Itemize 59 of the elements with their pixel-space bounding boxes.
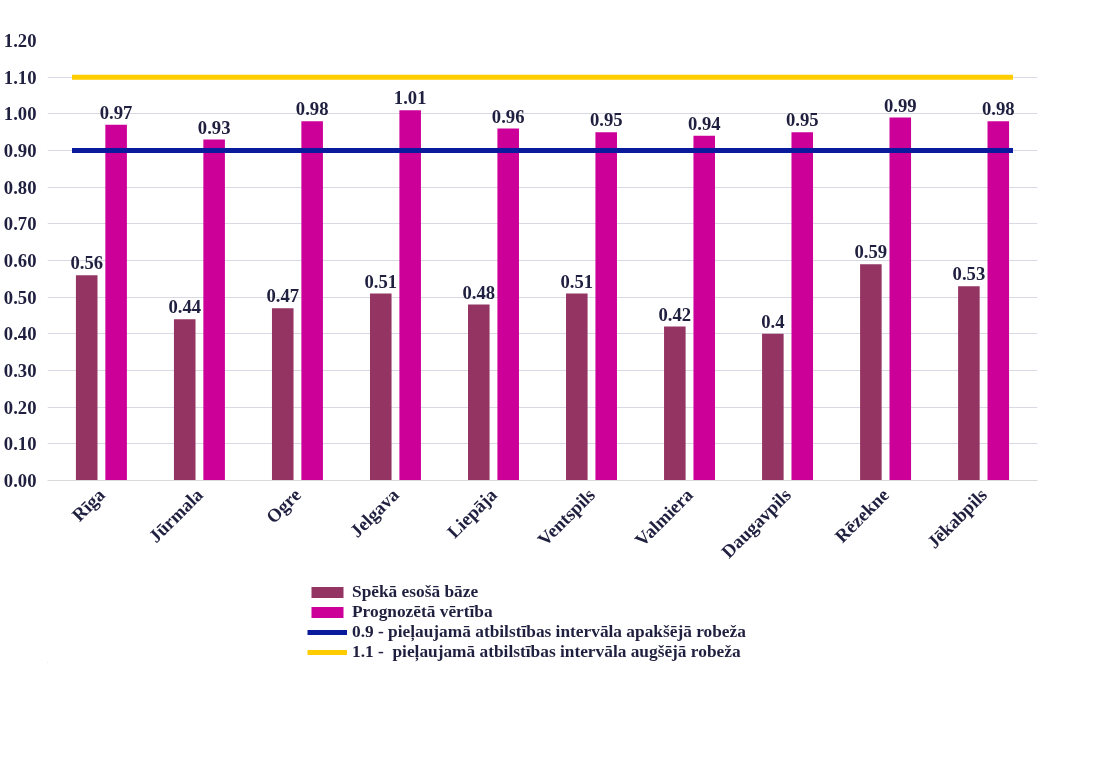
bar xyxy=(105,124,127,481)
bar xyxy=(791,132,814,481)
y-tick-label: 1.20 xyxy=(3,30,37,51)
data-label: 0.99 xyxy=(883,94,917,116)
y-tick-label: 0.50 xyxy=(3,286,37,308)
data-label: 1.01 xyxy=(393,87,427,109)
bar xyxy=(468,304,490,481)
y-tick-label: 0.30 xyxy=(3,360,37,381)
bar xyxy=(271,308,294,481)
bar xyxy=(566,293,588,481)
bar xyxy=(664,326,686,481)
data-label: 0.4 xyxy=(761,310,785,332)
data-label: 0.51 xyxy=(364,270,398,292)
data-label: 0.96 xyxy=(491,105,525,127)
data-label: 0.51 xyxy=(560,270,594,292)
data-label: 0.48 xyxy=(462,281,496,303)
bar xyxy=(889,117,912,481)
data-label: 0.97 xyxy=(99,101,133,123)
y-tick-label: 0.80 xyxy=(3,176,37,198)
data-label: 0.95 xyxy=(589,109,623,131)
data-label: 0.98 xyxy=(981,98,1015,120)
data-label: 0.42 xyxy=(658,303,692,325)
bar xyxy=(399,110,421,481)
y-tick-label: 0.20 xyxy=(3,396,37,418)
bar xyxy=(762,333,784,481)
y-tick-label: 1.00 xyxy=(3,103,37,125)
bar xyxy=(958,286,980,481)
legend-label: 0.9 - pieļaujamā atbilstības intervāla apakšējā robeža xyxy=(352,622,746,642)
data-label: 0.94 xyxy=(687,112,721,134)
bar xyxy=(595,132,617,481)
y-tick-label: 1.10 xyxy=(3,66,37,88)
y-tick-label: 0.70 xyxy=(3,213,37,235)
data-label: 0.59 xyxy=(854,241,888,263)
data-label: 0.53 xyxy=(952,263,986,285)
y-tick-label: 0.10 xyxy=(3,433,37,455)
legend-label: Prognozētā vērtība xyxy=(352,602,493,622)
bar xyxy=(301,121,323,481)
data-label: 0.56 xyxy=(70,252,104,274)
data-label: 0.95 xyxy=(785,109,819,131)
bar xyxy=(497,128,519,481)
bar xyxy=(369,293,392,481)
y-tick-label: 0.60 xyxy=(3,250,37,271)
bar xyxy=(173,319,196,481)
y-tick-label: 0.00 xyxy=(3,470,37,491)
y-tick-label: 0.40 xyxy=(3,323,37,345)
data-label: 0.93 xyxy=(197,116,231,138)
data-label: 0.44 xyxy=(168,296,202,318)
bar xyxy=(693,135,716,481)
x-tick-label: Ogre xyxy=(261,484,305,528)
data-label: 0.98 xyxy=(295,98,329,120)
bar xyxy=(860,264,882,481)
bar xyxy=(987,121,1010,481)
y-tick-label: 0.90 xyxy=(3,140,37,161)
legend-label: 1.1 - pieļaujamā atbilstības intervāla augšējā robeža xyxy=(352,642,741,662)
bar xyxy=(203,139,225,481)
bar xyxy=(75,275,98,481)
data-label: 0.47 xyxy=(266,285,300,307)
legend-label: Spēkā esošā bāze xyxy=(352,582,479,602)
x-tick-label: Rīga xyxy=(67,483,110,526)
